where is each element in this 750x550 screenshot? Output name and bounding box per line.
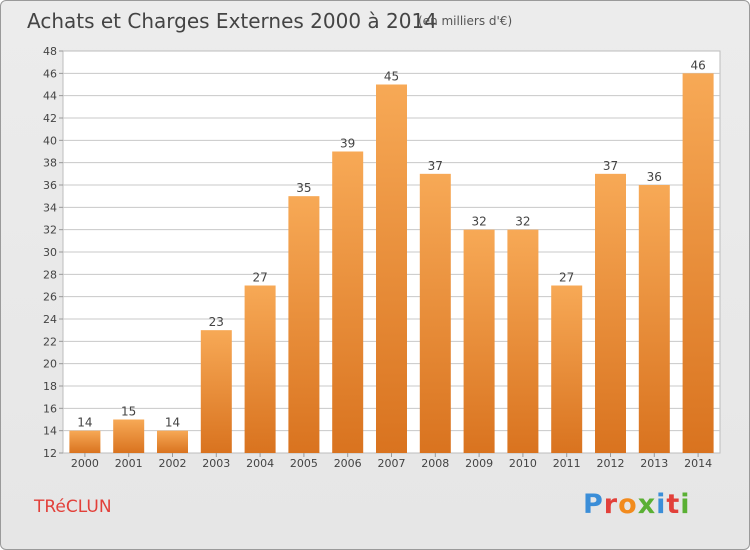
bar-2010 (507, 229, 539, 453)
data-label-2012: 37 (603, 159, 618, 173)
x-tick-label: 2009 (465, 457, 493, 470)
bar-2004 (244, 285, 276, 453)
y-tick-label: 18 (43, 380, 57, 393)
bar-2008 (419, 173, 451, 454)
bar-2013 (638, 185, 670, 453)
x-tick-label: 2007 (378, 457, 406, 470)
x-tick-label: 2010 (509, 457, 537, 470)
y-tick-label: 24 (43, 313, 57, 326)
x-tick-label: 2002 (159, 457, 187, 470)
logo-letter: i (680, 489, 691, 520)
data-label-2001: 15 (121, 405, 136, 419)
bar-2011 (551, 285, 583, 453)
logo-letter: i (656, 489, 667, 520)
logo-letter: o (618, 489, 638, 520)
chart-title: Achats et Charges Externes 2000 à 2014 (27, 9, 437, 33)
bar-2001 (113, 419, 145, 453)
bar-2009 (463, 229, 495, 453)
y-tick-label: 48 (43, 45, 57, 58)
bar-2006 (332, 151, 364, 453)
proxiti-logo: Proxiti (583, 489, 691, 520)
bar-2000 (69, 430, 101, 453)
x-tick-label: 2006 (334, 457, 362, 470)
data-label-2009: 32 (471, 215, 486, 229)
y-axis-ticks: 12 14 16 18 20 22 24 26 28 30 32 34 36 38 40 42 44 46 48 (43, 45, 63, 460)
x-tick-label: 2004 (246, 457, 274, 470)
data-label-2007: 45 (384, 70, 399, 84)
data-label-2014: 46 (690, 58, 705, 72)
x-tick-label: 2000 (71, 457, 99, 470)
y-tick-label: 28 (43, 268, 57, 281)
bar-2007 (376, 84, 407, 453)
bar-2014 (682, 73, 714, 453)
y-tick-label: 30 (43, 246, 57, 259)
bar-2003 (200, 330, 232, 453)
y-tick-label: 34 (43, 201, 57, 214)
y-tick-label: 42 (43, 112, 57, 125)
y-tick-label: 38 (43, 157, 57, 170)
x-tick-label: 2003 (202, 457, 230, 470)
data-label-2013: 36 (647, 170, 662, 184)
x-tick-label: 2013 (640, 457, 668, 470)
x-tick-label: 2012 (597, 457, 625, 470)
data-label-2002: 14 (165, 416, 180, 430)
x-tick-label: 2008 (421, 457, 449, 470)
x-tick-label: 2014 (684, 457, 712, 470)
y-tick-label: 44 (43, 90, 57, 103)
x-tick-label: 2001 (115, 457, 143, 470)
y-tick-label: 14 (43, 425, 57, 438)
y-tick-label: 40 (43, 134, 57, 147)
data-label-2003: 23 (209, 315, 224, 329)
y-tick-label: 46 (43, 67, 57, 80)
y-tick-label: 32 (43, 224, 57, 237)
data-label-2010: 32 (515, 215, 530, 229)
bars (69, 73, 714, 454)
bar-2005 (288, 196, 320, 453)
y-tick-label: 12 (43, 447, 57, 460)
logo-letter: t (666, 489, 681, 520)
bar-2002 (157, 430, 188, 453)
y-tick-label: 36 (43, 179, 57, 192)
commune-name: TRéCLUN (34, 497, 112, 517)
data-label-2011: 27 (559, 271, 574, 285)
y-tick-label: 20 (43, 358, 57, 371)
data-label-2005: 35 (296, 181, 311, 195)
logo-letter: x (637, 489, 657, 520)
y-tick-label: 22 (43, 335, 57, 348)
data-labels: 14 15 14 23 27 35 39 45 37 32 32 27 37 36 46 (77, 58, 705, 429)
x-tick-label: 2011 (553, 457, 581, 470)
logo-letter: P (583, 489, 604, 520)
data-label-2008: 37 (428, 159, 443, 173)
data-label-2006: 39 (340, 137, 355, 151)
y-tick-label: 16 (43, 402, 57, 415)
x-tick-label: 2005 (290, 457, 318, 470)
y-tick-label: 26 (43, 291, 57, 304)
logo-letter: r (603, 489, 619, 520)
chart-unit-note: (en milliers d'€) (418, 14, 513, 28)
data-label-2000: 14 (77, 416, 92, 430)
data-label-2004: 27 (252, 271, 267, 285)
bar-2012 (595, 173, 626, 454)
x-axis-ticks: 2000 2001 2002 2003 2004 2005 2006 2007 2008 2009… (71, 453, 712, 470)
